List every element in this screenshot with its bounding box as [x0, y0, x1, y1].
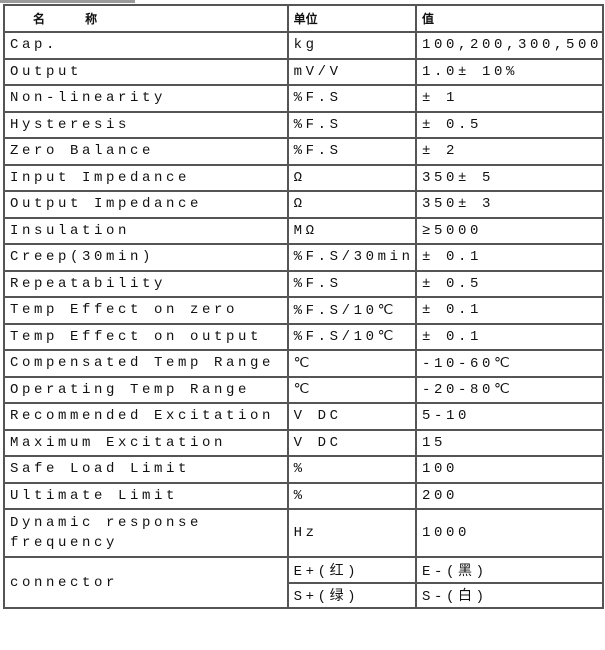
cell-value: 350± 5 — [414, 163, 605, 192]
cell-name: Ultimate Limit — [3, 481, 289, 510]
cell-value: ≥5000 — [414, 216, 605, 245]
cell-value: ± 0.1 — [414, 296, 605, 325]
table-row: Insulation MΩ ≥5000 — [3, 216, 605, 245]
cell-s-minus: S-(白) — [414, 581, 605, 609]
cell-value: 350± 3 — [414, 190, 605, 219]
cell-unit: %F.S/10℃ — [286, 322, 417, 351]
cell-value: 100,200,300,500 — [414, 31, 605, 60]
cell-unit: %F.S/30min — [286, 243, 417, 272]
table-row: Output mV/V 1.0± 10% — [3, 57, 605, 86]
cell-name: Insulation — [3, 216, 289, 245]
cell-name: Creep(30min) — [3, 243, 289, 272]
cell-value: 1000 — [414, 508, 605, 558]
table-row: Cap. kg 100,200,300,500 — [3, 31, 605, 60]
cell-name: Safe Load Limit — [3, 455, 289, 484]
cell-unit: mV/V — [286, 57, 417, 86]
cell-unit: ℃ — [286, 349, 417, 378]
table-row: S+(绿) S-(白) — [4, 581, 605, 609]
cell-unit: MΩ — [286, 216, 417, 245]
cell-unit: V DC — [286, 402, 417, 431]
header-unit: 单位 — [286, 4, 417, 33]
table-row: Non-linearity %F.S ± 1 — [3, 84, 605, 113]
cell-unit: %F.S — [286, 137, 417, 166]
cell-name: Output — [3, 57, 289, 86]
cell-name: Output Impedance — [3, 190, 289, 219]
table-row: Dynamic response frequency Hz 1000 — [3, 508, 605, 558]
cell-unit: Hz — [286, 508, 417, 558]
cell-unit: Ω — [286, 163, 417, 192]
name-line: Dynamic response — [10, 515, 203, 531]
table-row: Recommended Excitation V DC 5-10 — [3, 402, 605, 431]
cell-name: Temp Effect on zero — [3, 296, 289, 325]
cell-name: Cap. — [3, 31, 289, 60]
cell-value: ± 0.1 — [414, 243, 605, 272]
cell-unit: Ω — [286, 190, 417, 219]
cell-unit: %F.S/10℃ — [286, 296, 417, 325]
table-row: Safe Load Limit% 100 — [3, 455, 605, 484]
name-line: frequency — [10, 535, 119, 551]
cell-e-minus: E-(黑) — [414, 556, 605, 584]
cell-unit: ℃ — [286, 375, 417, 404]
table-row: Compensated Temp Range ℃ -10-60℃ — [3, 349, 605, 378]
cell-unit: %F.S — [286, 269, 417, 298]
cell-unit: %F.S — [286, 84, 417, 113]
cell-value: -10-60℃ — [414, 349, 605, 378]
cell-name: Repeatability — [3, 269, 289, 298]
cell-unit: %F.S — [286, 110, 417, 139]
cell-name: Recommended Excitation — [3, 402, 289, 431]
table-row: Creep(30min) %F.S/30min ± 0.1 — [3, 243, 605, 272]
cell-value: ± 2 — [414, 137, 605, 166]
table-header: 名 称 单位 值 — [3, 4, 605, 33]
cell-value: ± 0.5 — [414, 269, 605, 298]
cell-name: Dynamic response frequency — [3, 508, 289, 558]
cell-name: Hysteresis — [3, 110, 289, 139]
cell-value: 15 — [414, 428, 605, 457]
table-row: Hysteresis %F.S ± 0.5 — [3, 110, 605, 139]
table-row: Zero Balance %F.S ± 2 — [3, 137, 605, 166]
table-row: Output Impedance Ω 350± 3 — [3, 190, 605, 219]
header-value: 值 — [414, 4, 605, 33]
cell-name: Maximum Excitation — [3, 428, 289, 457]
cell-value: ± 0.1 — [414, 322, 605, 351]
cell-unit: % — [286, 481, 417, 510]
cell-value: 100 — [414, 455, 605, 484]
table-row: Operating Temp Range ℃ -20-80℃ — [3, 375, 605, 404]
spec-table: 名 称 单位 值 Cap. kg 100,200,300,500 Output mV/V… — [3, 4, 605, 609]
cell-name: Temp Effect on output — [3, 322, 289, 351]
table-row: Maximum Excitation V DC 15 — [3, 428, 605, 457]
cell-value: 1.0± 10% — [414, 57, 605, 86]
table-row: Ultimate Limit% 200 — [3, 481, 605, 510]
table-row: connector E+(红) E-(黑) — [3, 556, 605, 609]
table-row: Repeatability %F.S ± 0.5 — [3, 269, 605, 298]
cell-s-plus: S+(绿) — [286, 581, 417, 609]
cell-value: 200 — [414, 481, 605, 510]
cell-name: Compensated Temp Range — [3, 349, 289, 378]
table-row: Temp Effect on zero %F.S/10℃ ± 0.1 — [3, 296, 605, 325]
cell-value: ± 1 — [414, 84, 605, 113]
cell-value: -20-80℃ — [414, 375, 605, 404]
cell-unit: V DC — [286, 428, 417, 457]
cell-name: Non-linearity — [3, 84, 289, 113]
cell-name: Zero Balance — [3, 137, 289, 166]
top-bar — [0, 0, 135, 3]
cell-name: Input Impedance — [3, 163, 289, 192]
cell-name: connector — [3, 556, 289, 609]
cell-e-plus: E+(红) — [286, 556, 417, 584]
cell-unit: % — [286, 455, 417, 484]
cell-unit: kg — [286, 31, 417, 60]
cell-name: Operating Temp Range — [3, 375, 289, 404]
cell-value: ± 0.5 — [414, 110, 605, 139]
header-name: 名 称 — [3, 4, 289, 33]
table-row: Input Impedance Ω 350± 5 — [3, 163, 605, 192]
table-row: Temp Effect on output %F.S/10℃ ± 0.1 — [3, 322, 605, 351]
cell-value: 5-10 — [414, 402, 605, 431]
